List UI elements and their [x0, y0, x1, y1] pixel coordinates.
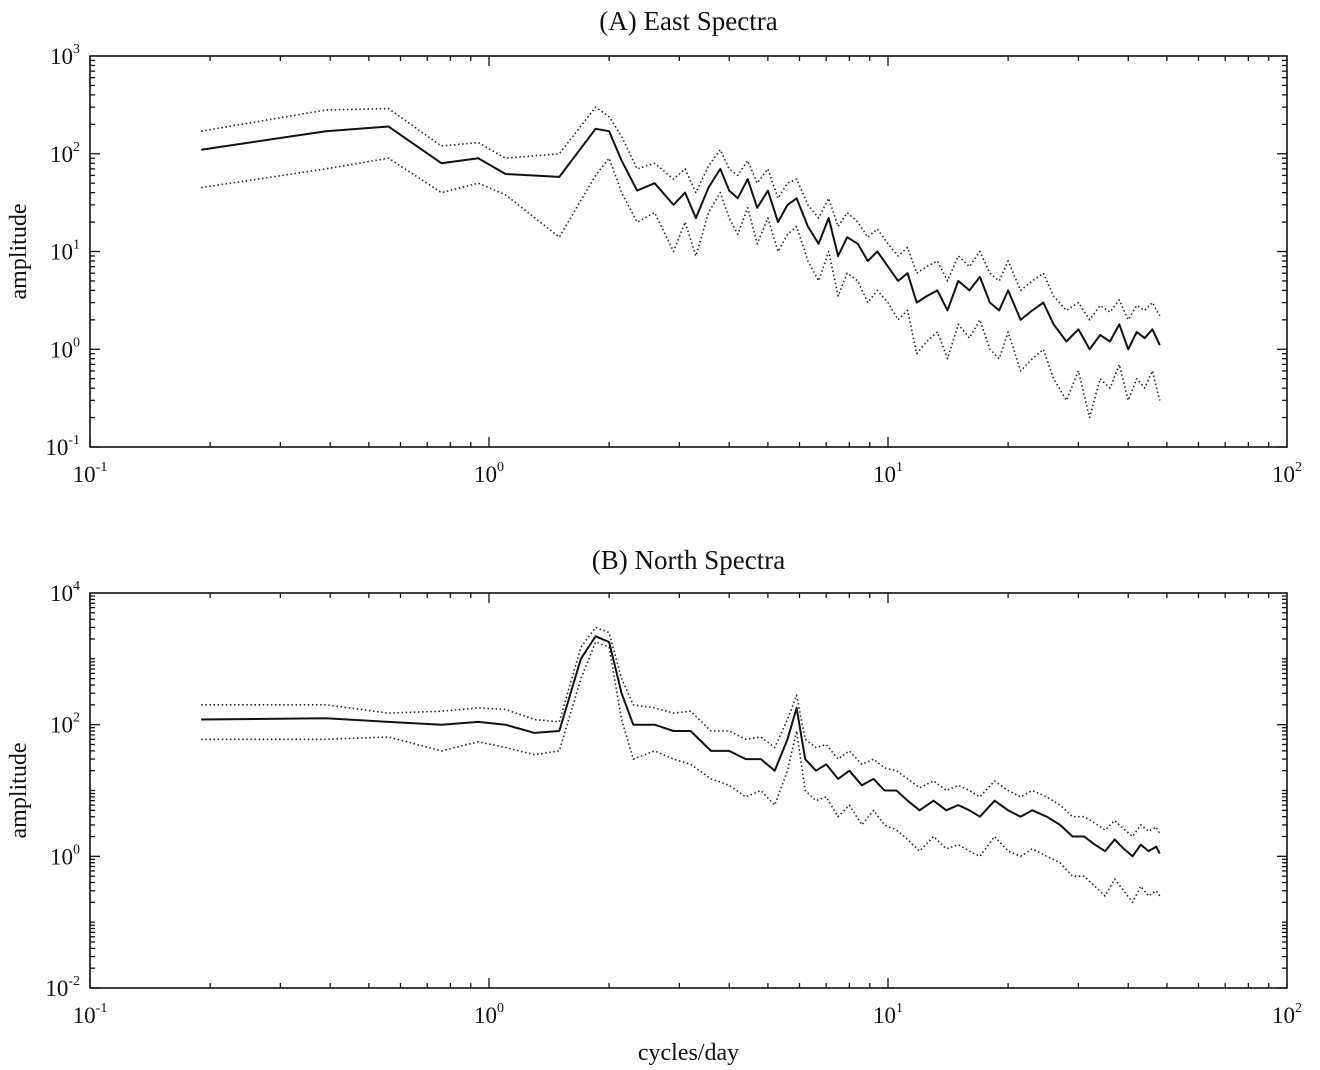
north-spectra-panel: (B) North Spectra 10-1 100 101 102 10-2 100 102…: [6, 545, 1302, 1066]
bound-line: [201, 106, 1161, 321]
spectrum-line: [201, 125, 1161, 351]
x-tick-label: 102: [1272, 1001, 1302, 1028]
east-spectra-panel: (A) East Spectra 10-1 100 101 102 10-1 100 101 1…: [6, 6, 1302, 487]
y-tick-label: 100: [50, 335, 80, 362]
y-tick-label: 103: [50, 42, 80, 69]
y-tick-label: 100: [50, 842, 80, 869]
y-tick-label: 10-2: [45, 974, 80, 1001]
bound-line: [201, 626, 1161, 838]
y-tick-label: 104: [50, 579, 80, 606]
chart-title: (A) East Spectra: [599, 6, 777, 36]
x-tick-label: 101: [873, 460, 903, 487]
x-tick-label: 102: [1272, 460, 1302, 487]
y-tick-label: 101: [50, 238, 80, 265]
x-axis-label: cycles/day: [638, 1040, 739, 1066]
bound-line: [201, 641, 1161, 904]
y-axis-label: amplitude: [6, 743, 32, 839]
y-tick-label: 10-1: [45, 433, 80, 460]
x-tick-label: 100: [474, 1001, 504, 1028]
x-tick-label: 101: [873, 1001, 903, 1028]
plot-frame: [89, 55, 1288, 448]
spectrum-line: [201, 635, 1161, 858]
y-axis-label: amplitude: [6, 204, 32, 300]
x-tick-label: 10-1: [73, 1001, 108, 1028]
x-tick-label: 10-1: [73, 460, 108, 487]
plot-frame: [89, 592, 1288, 989]
x-tick-label: 100: [474, 460, 504, 487]
y-tick-label: 102: [50, 711, 80, 738]
y-tick-label: 102: [50, 140, 80, 167]
chart-title: (B) North Spectra: [592, 545, 785, 575]
